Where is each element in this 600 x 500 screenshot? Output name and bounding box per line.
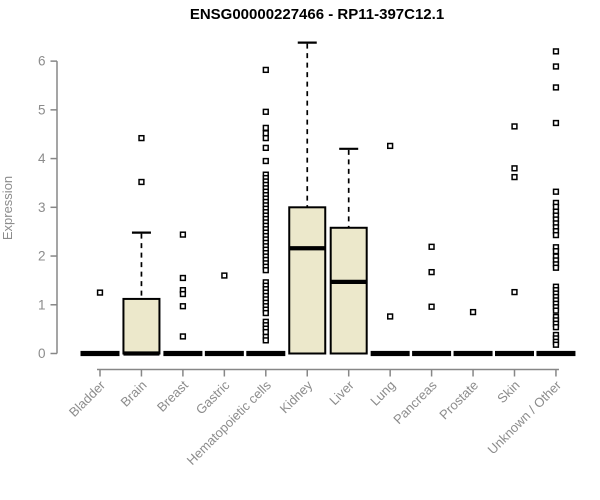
boxplot-liver	[329, 147, 368, 355]
y-axis: 0 1 2 3 4 5 6	[38, 54, 58, 361]
x-tick-label: Breast	[154, 377, 191, 414]
x-tick-label: Gastric	[193, 377, 233, 417]
box	[122, 297, 161, 355]
outlier-point	[511, 173, 518, 181]
box	[288, 206, 327, 355]
outlier-point	[262, 328, 269, 336]
outlier-point	[469, 308, 477, 316]
outlier-point	[262, 267, 269, 274]
collapsed-box-bar	[453, 350, 493, 357]
y-tick-label: 2	[38, 249, 46, 264]
box	[329, 226, 368, 355]
outlier-point	[262, 309, 269, 317]
outlier-point	[552, 307, 560, 314]
outlier-point	[511, 123, 518, 130]
collapsed-box-bar	[495, 350, 534, 357]
collapsed-box-bar	[370, 350, 410, 357]
boxplot-lung	[370, 142, 410, 357]
outlier-point	[179, 290, 187, 298]
outlier-point	[262, 124, 269, 132]
outlier-point	[552, 119, 560, 127]
outlier-point	[428, 243, 435, 250]
outlier-point	[221, 272, 228, 279]
outlier-point	[428, 303, 435, 310]
x-tick-label: Skin	[494, 378, 522, 406]
x-tick-label: Prostate	[436, 378, 481, 423]
boxplot-gastric	[204, 272, 244, 357]
y-tick-label: 6	[38, 54, 46, 69]
collapsed-box-bar	[163, 350, 203, 357]
x-tick-label: Lung	[367, 378, 398, 409]
outlier-point	[262, 108, 269, 115]
outlier-point	[262, 130, 269, 137]
boxplot-kidney	[288, 41, 327, 355]
boxplot-brain	[122, 134, 161, 356]
outlier-point	[511, 288, 518, 296]
outlier-point	[179, 231, 187, 238]
outlier-point	[387, 142, 394, 150]
x-tick-label: Brain	[117, 378, 149, 410]
outlier-point	[262, 134, 269, 142]
outlier-point	[138, 178, 145, 186]
outlier-point	[552, 248, 560, 255]
y-tick-label: 1	[38, 297, 46, 312]
x-tick-label: Liver	[326, 377, 357, 408]
y-tick-label: 5	[38, 102, 46, 117]
collapsed-box-bar	[536, 350, 576, 357]
outlier-point	[138, 134, 145, 142]
boxplot-hematopoietic-cells	[246, 66, 286, 357]
outlier-point	[262, 157, 269, 165]
collapsed-box-bar	[412, 350, 452, 357]
y-tick-label: 0	[38, 346, 46, 361]
outlier-point	[179, 303, 187, 310]
outlier-point	[262, 144, 269, 152]
outlier-point	[552, 63, 560, 70]
outlier-point	[428, 268, 435, 276]
outlier-point	[552, 341, 560, 348]
outlier-point	[552, 203, 560, 210]
y-tick-label: 4	[38, 151, 46, 166]
x-tick-label: Kidney	[277, 377, 316, 416]
outlier-point	[552, 84, 560, 91]
outlier-point	[179, 274, 187, 282]
x-tick-label: Bladder	[66, 377, 109, 420]
outlier-point	[552, 324, 560, 331]
chart-title: ENSG00000227466 - RP11-397C12.1	[189, 6, 445, 23]
outlier-point	[262, 66, 269, 74]
boxplot-unknown-other	[536, 48, 576, 357]
boxplot-skin	[495, 123, 534, 357]
y-tick-label: 3	[38, 200, 46, 215]
outlier-point	[262, 337, 269, 344]
outlier-point	[96, 289, 104, 296]
outlier-point	[552, 231, 560, 239]
outlier-point	[552, 48, 560, 55]
x-tick-label: Unknown / Other	[484, 377, 564, 457]
outlier-point	[552, 264, 560, 271]
outlier-point	[552, 188, 560, 195]
x-tick-label: Pancreas	[390, 377, 440, 427]
outlier-point	[179, 333, 187, 340]
outlier-point	[511, 165, 518, 172]
collapsed-box-bar	[80, 350, 120, 357]
boxplot-pancreas	[412, 243, 452, 357]
boxplot-bladder	[80, 289, 120, 357]
collapsed-box-bar	[246, 350, 286, 357]
boxplot-breast	[163, 231, 203, 357]
collapsed-box-bar	[204, 350, 244, 357]
boxplot-prostate	[453, 308, 493, 357]
outlier-point	[387, 313, 394, 320]
